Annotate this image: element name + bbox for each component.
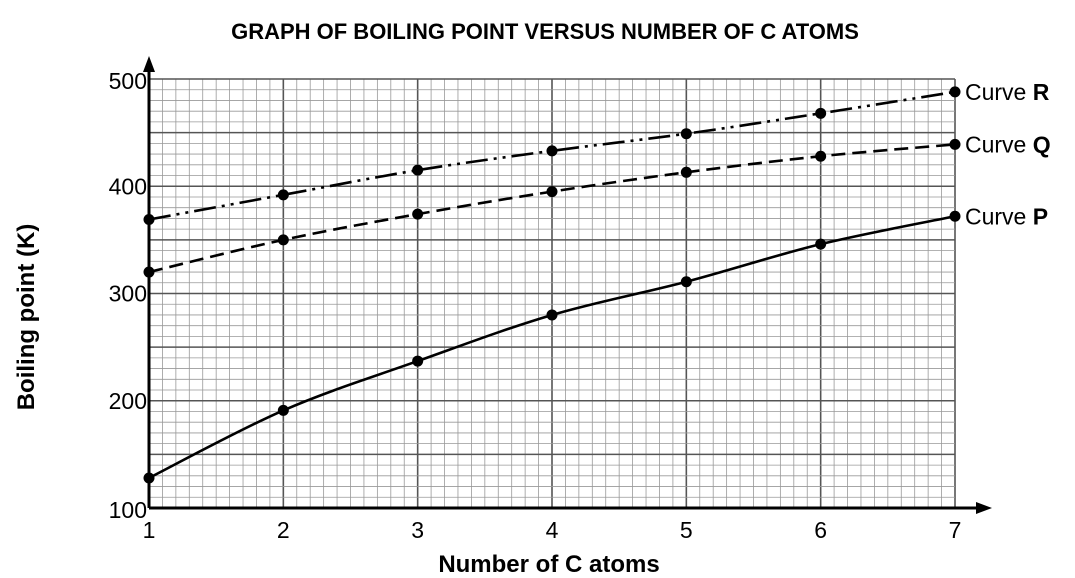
chart-tick-labels: 1 2 3 4 5 6 7 100 200 300 400 500 xyxy=(109,68,962,543)
y-tick-label: 400 xyxy=(109,173,147,199)
data-point-p xyxy=(277,404,289,416)
data-point-q xyxy=(277,234,289,246)
data-point-r xyxy=(546,145,558,157)
data-point-p xyxy=(546,309,558,321)
data-point-p xyxy=(412,355,424,367)
data-point-q xyxy=(412,208,424,220)
x-tick-label: 2 xyxy=(277,517,290,543)
y-tick-label: 500 xyxy=(109,68,147,94)
data-point-p xyxy=(680,276,692,288)
x-tick-label: 6 xyxy=(814,517,827,543)
data-point-p xyxy=(143,472,155,484)
chart-grid xyxy=(148,78,956,509)
y-axis-label: Boiling point (K) xyxy=(13,224,40,411)
x-tick-label: 7 xyxy=(949,517,962,543)
data-point-q xyxy=(680,166,692,178)
data-point-r xyxy=(680,128,692,140)
curve-label-r: Curve R xyxy=(965,79,1050,105)
data-point-q xyxy=(546,186,558,198)
data-point-r xyxy=(815,107,827,119)
data-point-r xyxy=(412,164,424,176)
y-axis-arrow-icon xyxy=(143,56,155,72)
data-point-q xyxy=(143,266,155,278)
y-tick-label: 100 xyxy=(109,497,147,523)
chart-curve-labels: Curve R Curve Q Curve P xyxy=(965,79,1051,229)
x-tick-label: 3 xyxy=(411,517,424,543)
x-tick-label: 1 xyxy=(143,517,156,543)
x-axis-label: Number of C atoms xyxy=(438,551,659,578)
data-point-r xyxy=(949,86,961,98)
data-point-q xyxy=(815,150,827,162)
data-point-q xyxy=(949,138,961,150)
y-tick-label: 300 xyxy=(109,281,147,307)
data-point-p xyxy=(815,238,827,250)
chart-axes xyxy=(143,56,992,514)
x-tick-label: 5 xyxy=(680,517,693,543)
curve-label-p: Curve P xyxy=(965,203,1048,229)
x-tick-label: 4 xyxy=(546,517,559,543)
curve-label-q: Curve Q xyxy=(965,131,1051,157)
chart-series xyxy=(143,86,961,484)
data-point-r xyxy=(143,213,155,225)
y-tick-label: 200 xyxy=(109,388,147,414)
data-point-p xyxy=(949,210,961,222)
data-point-r xyxy=(277,189,289,201)
chart-title: GRAPH OF BOILING POINT VERSUS NUMBER OF … xyxy=(231,19,859,44)
x-axis-arrow-icon xyxy=(976,502,992,514)
